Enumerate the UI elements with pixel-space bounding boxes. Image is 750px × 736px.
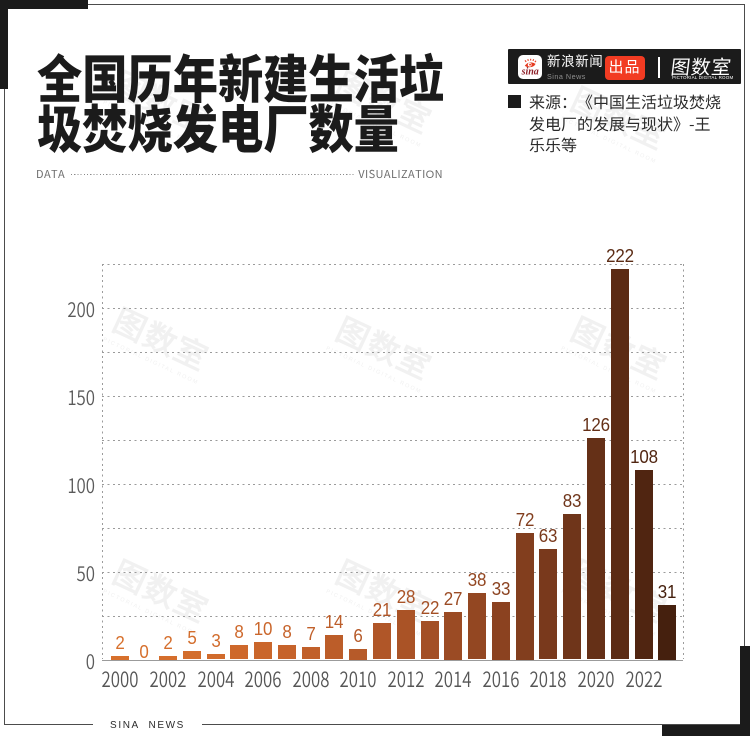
svg-text:sina: sina xyxy=(521,66,539,77)
